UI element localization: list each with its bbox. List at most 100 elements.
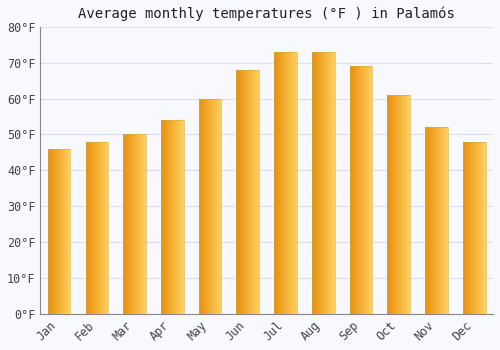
Bar	[316, 52, 317, 314]
Bar	[485, 142, 486, 314]
Bar	[132, 134, 133, 314]
Bar	[90, 142, 91, 314]
Bar	[58, 149, 59, 314]
Bar	[329, 52, 330, 314]
Bar	[350, 66, 351, 314]
Bar	[467, 142, 468, 314]
Bar	[107, 142, 108, 314]
Bar	[395, 95, 396, 314]
Bar	[67, 149, 68, 314]
Bar	[463, 142, 464, 314]
Bar	[405, 95, 406, 314]
Bar	[287, 52, 288, 314]
Bar	[139, 134, 140, 314]
Bar	[205, 99, 206, 314]
Bar	[105, 142, 106, 314]
Bar	[99, 142, 100, 314]
Bar	[442, 127, 444, 314]
Bar	[292, 52, 293, 314]
Bar	[425, 127, 448, 314]
Bar	[131, 134, 132, 314]
Bar	[165, 120, 166, 314]
Bar	[141, 134, 142, 314]
Bar	[142, 134, 143, 314]
Bar	[333, 52, 334, 314]
Bar	[286, 52, 287, 314]
Bar	[95, 142, 96, 314]
Bar	[313, 52, 314, 314]
Bar	[284, 52, 285, 314]
Bar	[237, 70, 238, 314]
Bar	[290, 52, 291, 314]
Bar	[473, 142, 474, 314]
Bar	[199, 99, 222, 314]
Bar	[436, 127, 437, 314]
Bar	[130, 134, 131, 314]
Bar	[59, 149, 60, 314]
Bar	[400, 95, 401, 314]
Bar	[289, 52, 290, 314]
Bar	[241, 70, 242, 314]
Bar	[435, 127, 436, 314]
Bar	[204, 99, 205, 314]
Bar	[437, 127, 438, 314]
Bar	[445, 127, 446, 314]
Bar	[402, 95, 404, 314]
Bar	[208, 99, 209, 314]
Bar	[482, 142, 483, 314]
Bar	[432, 127, 433, 314]
Bar	[357, 66, 358, 314]
Bar	[401, 95, 402, 314]
Bar	[426, 127, 427, 314]
Bar	[388, 95, 410, 314]
Bar	[466, 142, 467, 314]
Bar	[277, 52, 278, 314]
Bar	[293, 52, 294, 314]
Bar	[433, 127, 434, 314]
Bar	[471, 142, 472, 314]
Bar	[91, 142, 92, 314]
Bar	[391, 95, 392, 314]
Bar	[178, 120, 179, 314]
Bar	[389, 95, 390, 314]
Bar	[258, 70, 259, 314]
Bar	[168, 120, 169, 314]
Bar	[175, 120, 176, 314]
Bar	[477, 142, 478, 314]
Bar	[249, 70, 250, 314]
Bar	[257, 70, 258, 314]
Bar	[371, 66, 372, 314]
Bar	[446, 127, 447, 314]
Bar	[210, 99, 211, 314]
Bar	[406, 95, 407, 314]
Bar	[86, 142, 88, 314]
Bar	[181, 120, 182, 314]
Bar	[133, 134, 134, 314]
Bar	[53, 149, 54, 314]
Bar	[201, 99, 202, 314]
Bar	[161, 120, 184, 314]
Bar	[48, 149, 70, 314]
Bar	[356, 66, 357, 314]
Bar	[104, 142, 105, 314]
Bar	[392, 95, 393, 314]
Bar	[92, 142, 93, 314]
Bar	[398, 95, 400, 314]
Bar	[172, 120, 173, 314]
Bar	[481, 142, 482, 314]
Bar	[394, 95, 395, 314]
Bar	[276, 52, 277, 314]
Bar	[169, 120, 170, 314]
Bar	[275, 52, 276, 314]
Bar	[440, 127, 441, 314]
Bar	[365, 66, 366, 314]
Bar	[65, 149, 66, 314]
Bar	[96, 142, 97, 314]
Bar	[213, 99, 214, 314]
Bar	[171, 120, 172, 314]
Bar	[60, 149, 61, 314]
Bar	[326, 52, 327, 314]
Bar	[320, 52, 321, 314]
Bar	[52, 149, 53, 314]
Bar	[407, 95, 408, 314]
